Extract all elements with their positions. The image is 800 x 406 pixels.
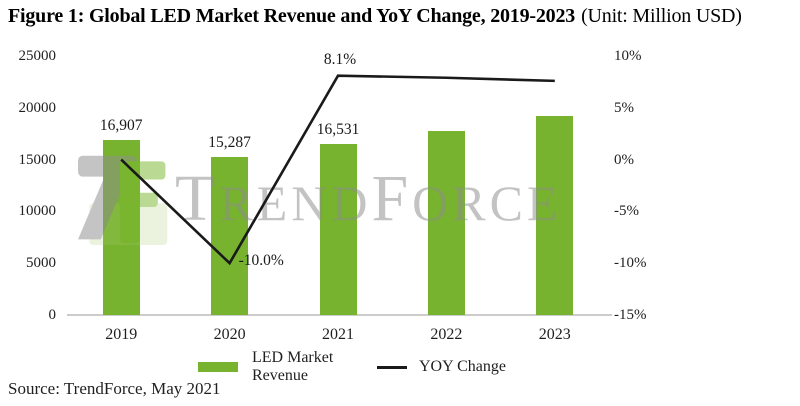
watermark-letter: E bbox=[256, 175, 292, 231]
legend: LED Market Revenue YOY Change bbox=[198, 349, 506, 386]
left-axis-tick-label: 5000 bbox=[26, 255, 56, 272]
legend-item-revenue: LED Market Revenue bbox=[198, 349, 347, 386]
watermark-letter: C bbox=[489, 175, 527, 231]
right-axis-tick-label: -5% bbox=[614, 203, 639, 220]
legend-label-revenue: LED Market Revenue bbox=[252, 349, 334, 385]
legend-label-yoy: YOY Change bbox=[419, 358, 506, 376]
x-axis-category-label: 2020 bbox=[213, 326, 246, 343]
revenue-bar bbox=[536, 116, 574, 315]
x-axis-category-label: 2019 bbox=[105, 326, 138, 343]
figure-title-unit: (Unit: Million USD) bbox=[581, 5, 742, 27]
yoy-point-label: -10.0% bbox=[238, 252, 284, 270]
figure-title: Figure 1: Global LED Market Revenue and … bbox=[8, 5, 742, 28]
x-axis-line bbox=[67, 314, 612, 316]
left-axis-tick-label: 10000 bbox=[18, 203, 57, 220]
revenue-value-label: 15,287 bbox=[208, 133, 251, 151]
left-axis-tick-label: 0 bbox=[48, 307, 57, 323]
right-axis-tick-label: 0% bbox=[614, 151, 634, 168]
revenue-bar bbox=[427, 130, 465, 315]
left-axis: 0 5000 10000 15000 20000 25000 bbox=[0, 0, 57, 340]
legend-item-yoy: YOY Change bbox=[377, 358, 506, 376]
revenue-bar-swatch-icon bbox=[198, 362, 238, 373]
figure-title-main: Figure 1: Global LED Market Revenue and … bbox=[8, 5, 576, 27]
right-axis-tick-label: -10% bbox=[614, 255, 647, 272]
yoy-line-swatch-icon bbox=[377, 365, 407, 369]
revenue-value-label: 16,531 bbox=[316, 120, 360, 138]
left-axis-tick-label: 25000 bbox=[18, 48, 57, 64]
revenue-bar bbox=[102, 139, 140, 315]
right-axis-tick-label: 10% bbox=[614, 48, 642, 64]
yoy-point-label: 8.1% bbox=[323, 50, 357, 68]
right-axis-tick-label: -15% bbox=[614, 307, 647, 323]
watermark-letter: F bbox=[371, 162, 413, 235]
source-note: Source: TrendForce, May 2021 bbox=[8, 379, 221, 398]
x-axis-category-label: 2023 bbox=[538, 326, 571, 343]
left-axis-tick-label: 15000 bbox=[18, 151, 57, 168]
revenue-bar bbox=[319, 143, 357, 315]
x-axis-category-label: 2022 bbox=[430, 326, 463, 343]
revenue-value-label: 16,907 bbox=[99, 116, 143, 134]
right-axis: -15% -10% -5% 0% 5% 10% bbox=[614, 0, 674, 340]
right-axis-tick-label: 5% bbox=[614, 99, 634, 116]
left-axis-tick-label: 20000 bbox=[18, 99, 57, 116]
revenue-bar bbox=[211, 156, 249, 315]
x-axis-category-label: 2021 bbox=[322, 326, 354, 343]
